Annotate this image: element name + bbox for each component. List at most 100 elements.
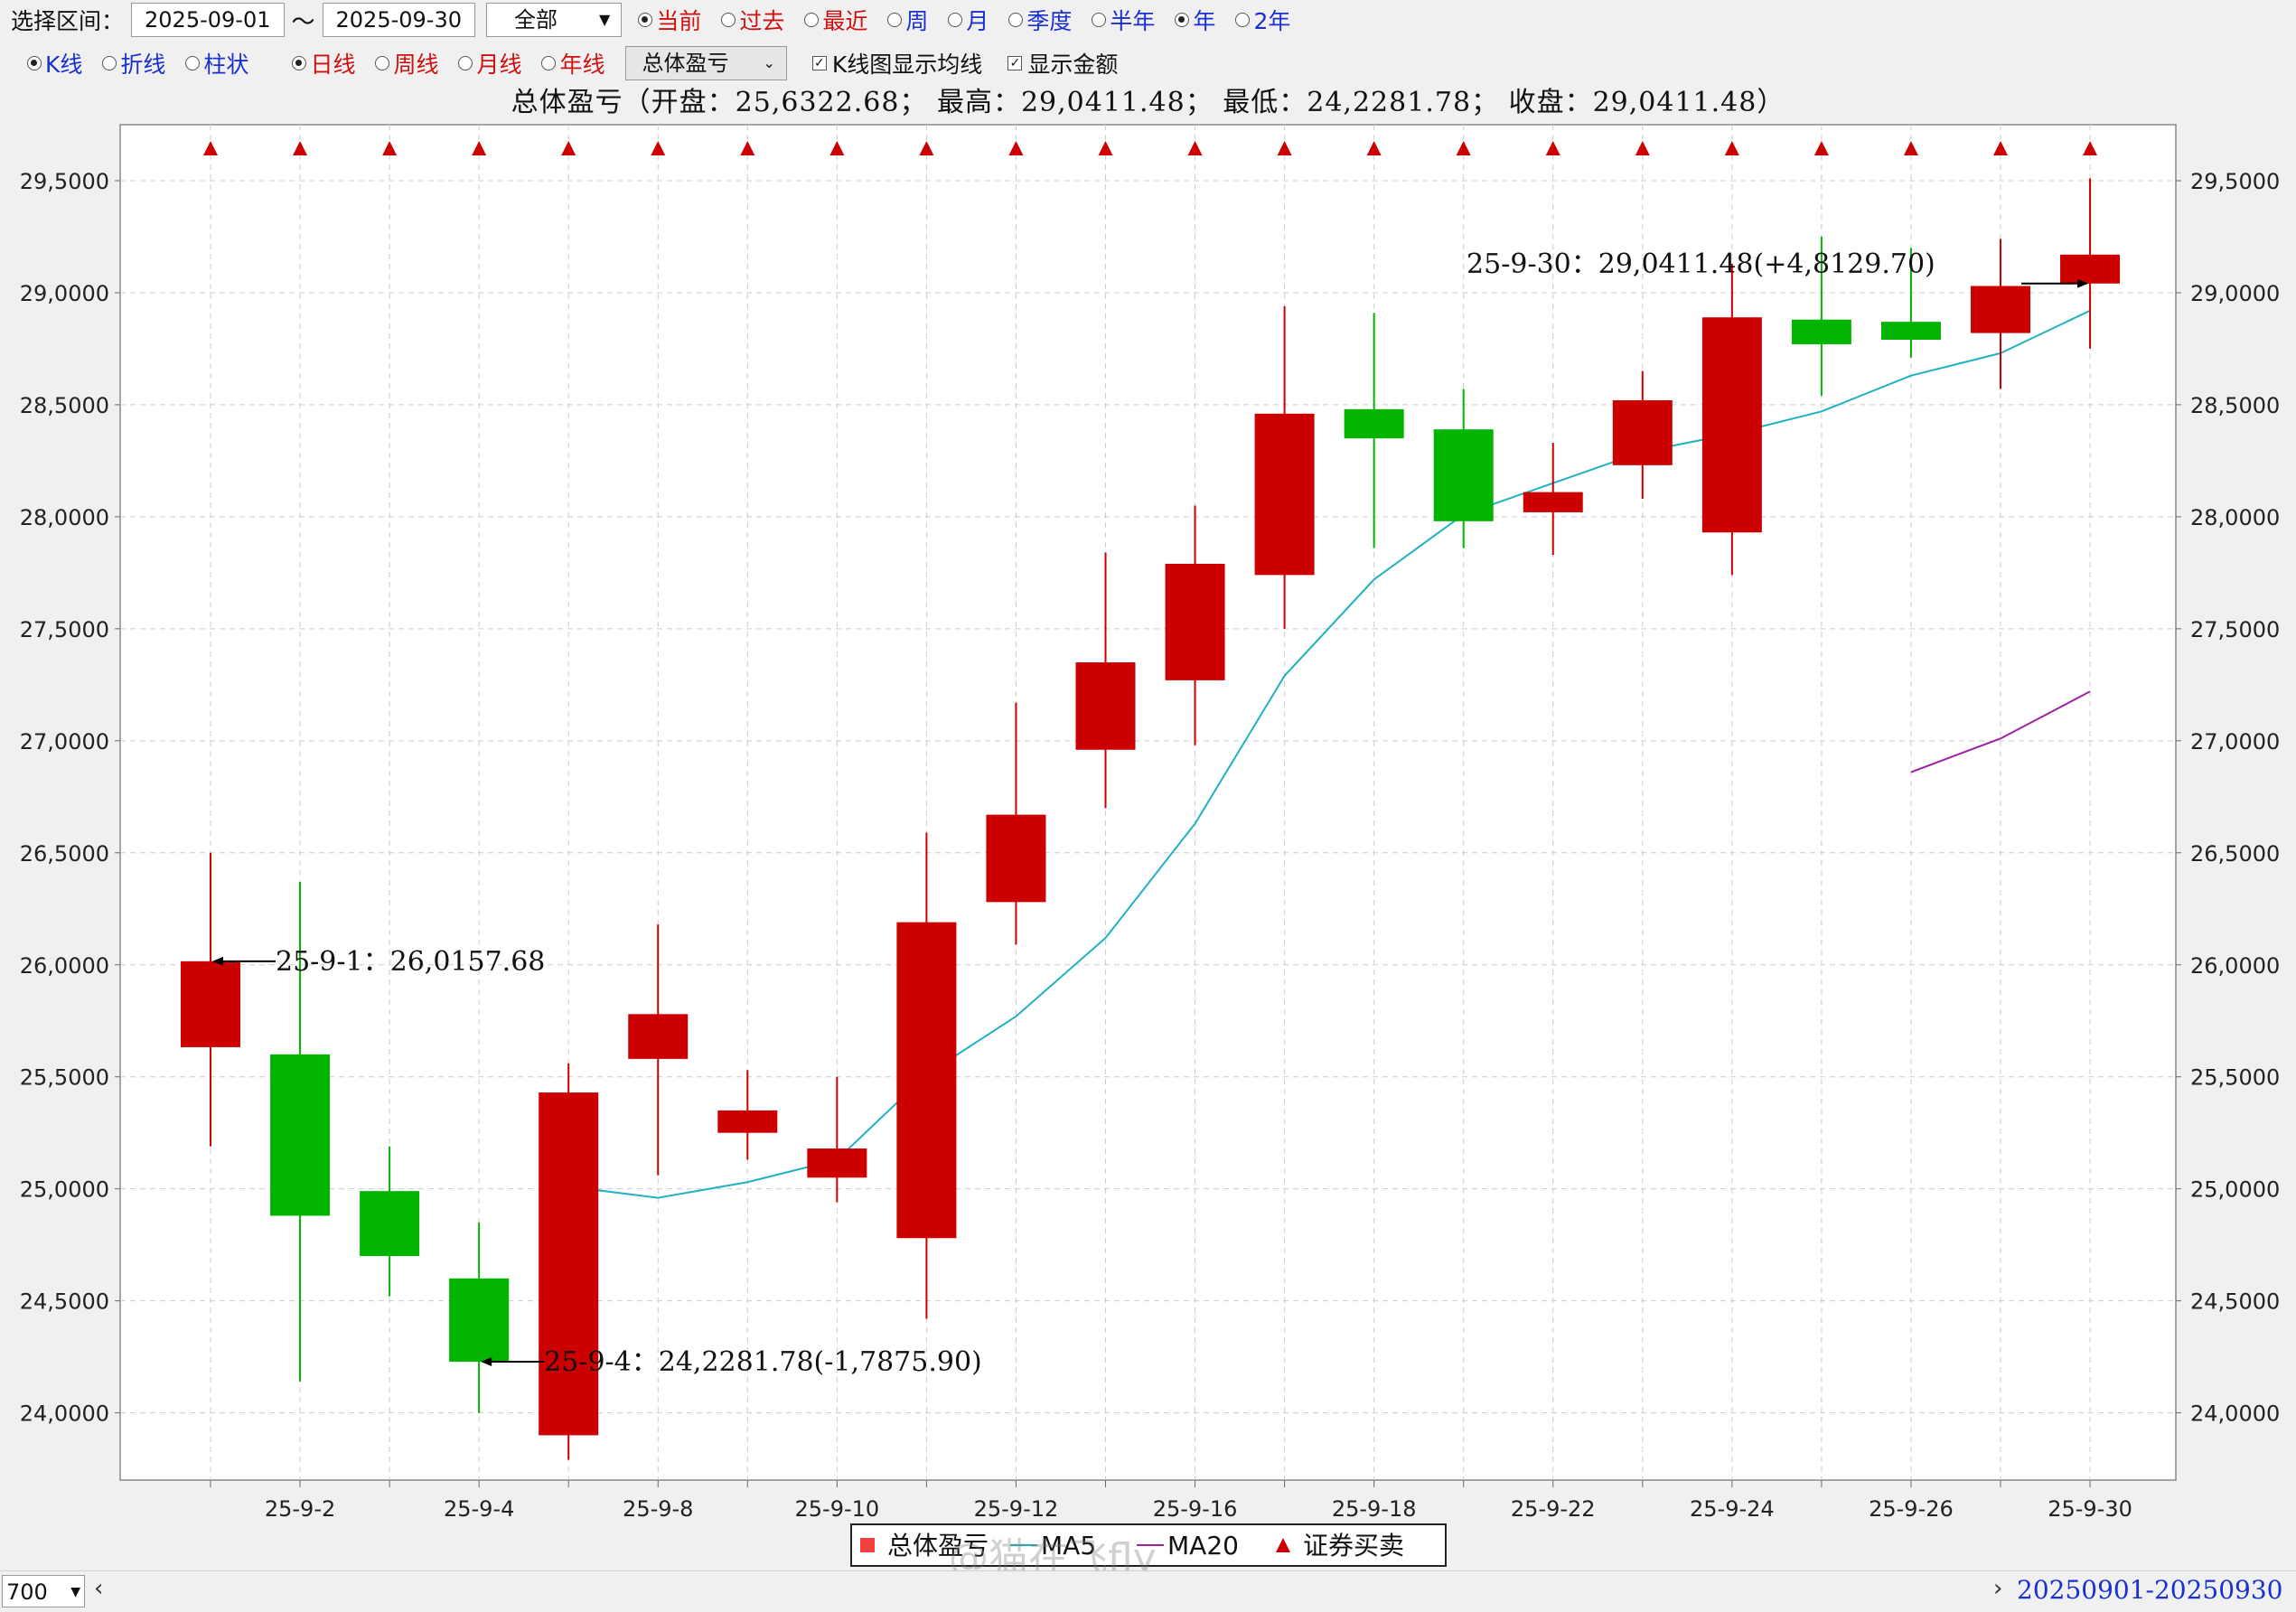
chevron-down-icon: ⌄ xyxy=(763,54,775,71)
start-date-input[interactable]: 2025-09-01 xyxy=(131,3,285,37)
trade-marker-icon xyxy=(1456,141,1471,155)
candle-body xyxy=(270,1054,331,1216)
chart-type-radio-0[interactable]: K线 xyxy=(27,47,82,80)
candle-body xyxy=(1075,662,1136,750)
y-tick-label-right: 28,5000 xyxy=(2190,393,2280,418)
y-tick-label-left: 26,0000 xyxy=(20,953,109,979)
radio-dot-icon xyxy=(1235,13,1251,27)
y-tick-label-right: 26,0000 xyxy=(2190,953,2280,979)
cycle-radio-group: 日线 周线 月线 年线 xyxy=(272,47,605,80)
zoom-select[interactable]: 700 ▼ xyxy=(2,1575,85,1607)
candle-body xyxy=(1165,563,1225,680)
period-toolbar: 选择区间： 2025-09-01 ～ 2025-09-30 全部 ▼ 当前 过去 最… xyxy=(0,0,2296,40)
scope-select[interactable]: 全部 ▼ xyxy=(486,3,623,37)
trade-marker-icon xyxy=(203,141,218,155)
trade-marker-icon xyxy=(1277,141,1292,155)
trade-marker-icon xyxy=(1635,141,1650,155)
period-radio-2[interactable]: 最近 xyxy=(804,4,867,36)
candlestick-chart: 24,0000 24,0000 24,5000 24,5000 25,0000 25,00… xyxy=(20,124,2280,1567)
trade-marker-icon xyxy=(919,141,934,155)
legend-swatch xyxy=(860,1538,875,1552)
y-tick-label-right: 25,5000 xyxy=(2190,1065,2280,1091)
trade-marker-icon xyxy=(1903,141,1918,155)
radio-dot-icon xyxy=(185,56,201,70)
y-tick-label-left: 25,5000 xyxy=(20,1065,109,1091)
period-radio-label: 过去 xyxy=(739,8,785,34)
x-tick-label: 25-9-2 xyxy=(265,1496,335,1522)
show-amount-checkbox[interactable]: ✓ 显示金额 xyxy=(1007,47,1118,80)
arrow-head-icon xyxy=(2077,278,2089,288)
y-tick-label-right: 29,0000 xyxy=(2190,281,2280,306)
date-range-label: 20250901-20250930 xyxy=(2017,1575,2283,1605)
chevron-down-icon: ▼ xyxy=(70,1585,80,1599)
y-tick-label-left: 28,0000 xyxy=(20,505,109,530)
chart-title: 总体盈亏（开盘：25,6322.68； 最高：29,0411.48； 最低：24… xyxy=(511,87,1785,118)
candle-body xyxy=(986,814,1046,903)
x-tick-label: 25-9-16 xyxy=(1153,1496,1238,1522)
candle-body xyxy=(181,961,240,1047)
period-radio-0[interactable]: 当前 xyxy=(638,4,701,36)
metric-select-value: 总体盈亏 xyxy=(642,51,729,76)
x-tick-label: 25-9-18 xyxy=(1332,1496,1417,1522)
trade-marker-icon xyxy=(2083,141,2098,155)
ma-line-ma20 xyxy=(1910,690,2091,773)
period-radio-4[interactable]: 月 xyxy=(948,4,989,36)
period-radio-8[interactable]: 2年 xyxy=(1235,4,1290,36)
cycle-radio-3[interactable]: 年线 xyxy=(541,47,605,80)
period-radio-6[interactable]: 半年 xyxy=(1092,4,1155,36)
chart-type-radio-label: 折线 xyxy=(120,52,166,78)
chart-type-radio-1[interactable]: 折线 xyxy=(102,47,165,80)
y-tick-label-left: 27,0000 xyxy=(20,729,109,754)
radio-dot-icon xyxy=(541,56,557,70)
candle-body xyxy=(539,1092,599,1436)
period-radio-7[interactable]: 年 xyxy=(1175,4,1215,36)
radio-dot-icon xyxy=(1008,13,1024,27)
scroll-left-icon[interactable]: ‹ xyxy=(94,1575,104,1602)
radio-dot-icon xyxy=(721,13,736,27)
candle-body xyxy=(717,1110,778,1133)
chart-type-radio-2[interactable]: 柱状 xyxy=(185,47,248,80)
chart-type-radio-group: K线 折线 柱状 xyxy=(7,47,248,80)
show-ma-checkbox[interactable]: ✓ K线图显示均线 xyxy=(811,47,983,80)
show-ma-label: K线图显示均线 xyxy=(831,52,983,78)
checkbox-check-icon: ✓ xyxy=(1007,56,1023,70)
cycle-radio-2[interactable]: 月线 xyxy=(458,47,521,80)
end-date-input[interactable]: 2025-09-30 xyxy=(322,3,475,37)
radio-dot-icon xyxy=(887,13,903,27)
cycle-radio-label: 月线 xyxy=(476,52,522,78)
period-radio-1[interactable]: 过去 xyxy=(721,4,784,36)
cycle-radio-0[interactable]: 日线 xyxy=(292,47,355,80)
scope-select-value: 全部 xyxy=(514,7,558,33)
chart-type-radio-label: 柱状 xyxy=(203,52,249,78)
candle-body xyxy=(1880,322,1941,341)
range-label: 选择区间： xyxy=(11,8,125,34)
period-radio-3[interactable]: 周 xyxy=(887,4,928,36)
trade-marker-icon xyxy=(1993,141,2008,155)
period-radio-label: 2年 xyxy=(1253,8,1291,34)
trade-marker-icon xyxy=(1008,141,1024,155)
radio-dot-icon xyxy=(102,56,117,70)
period-radio-5[interactable]: 季度 xyxy=(1008,4,1072,36)
radio-dot-icon xyxy=(1175,13,1190,27)
legend-label: 总体盈亏 xyxy=(887,1531,989,1560)
radio-dot-icon xyxy=(804,13,820,27)
trade-marker-icon xyxy=(382,141,398,155)
y-tick-label-right: 26,5000 xyxy=(2190,841,2280,867)
annotation-label: 25-9-4：24,2281.78(-1,7875.90) xyxy=(544,1346,982,1378)
legend-label: MA20 xyxy=(1167,1531,1239,1560)
y-tick-label-left: 29,0000 xyxy=(20,281,109,306)
zoom-value: 700 xyxy=(6,1579,48,1605)
cycle-radio-1[interactable]: 周线 xyxy=(375,47,438,80)
x-tick-label: 25-9-24 xyxy=(1690,1496,1775,1522)
candle-body xyxy=(807,1148,867,1178)
candle-body xyxy=(1791,319,1851,344)
radio-dot-icon xyxy=(1092,13,1107,27)
scroll-right-icon[interactable]: › xyxy=(1993,1575,2003,1602)
legend-label: MA5 xyxy=(1041,1531,1096,1560)
candle-body xyxy=(1254,413,1315,576)
y-tick-label-left: 27,5000 xyxy=(20,617,109,642)
trade-marker-icon xyxy=(472,141,487,155)
metric-select[interactable]: 总体盈亏 ⌄ xyxy=(624,46,787,80)
trade-marker-icon xyxy=(651,141,666,155)
y-tick-label-right: 24,5000 xyxy=(2190,1289,2280,1315)
